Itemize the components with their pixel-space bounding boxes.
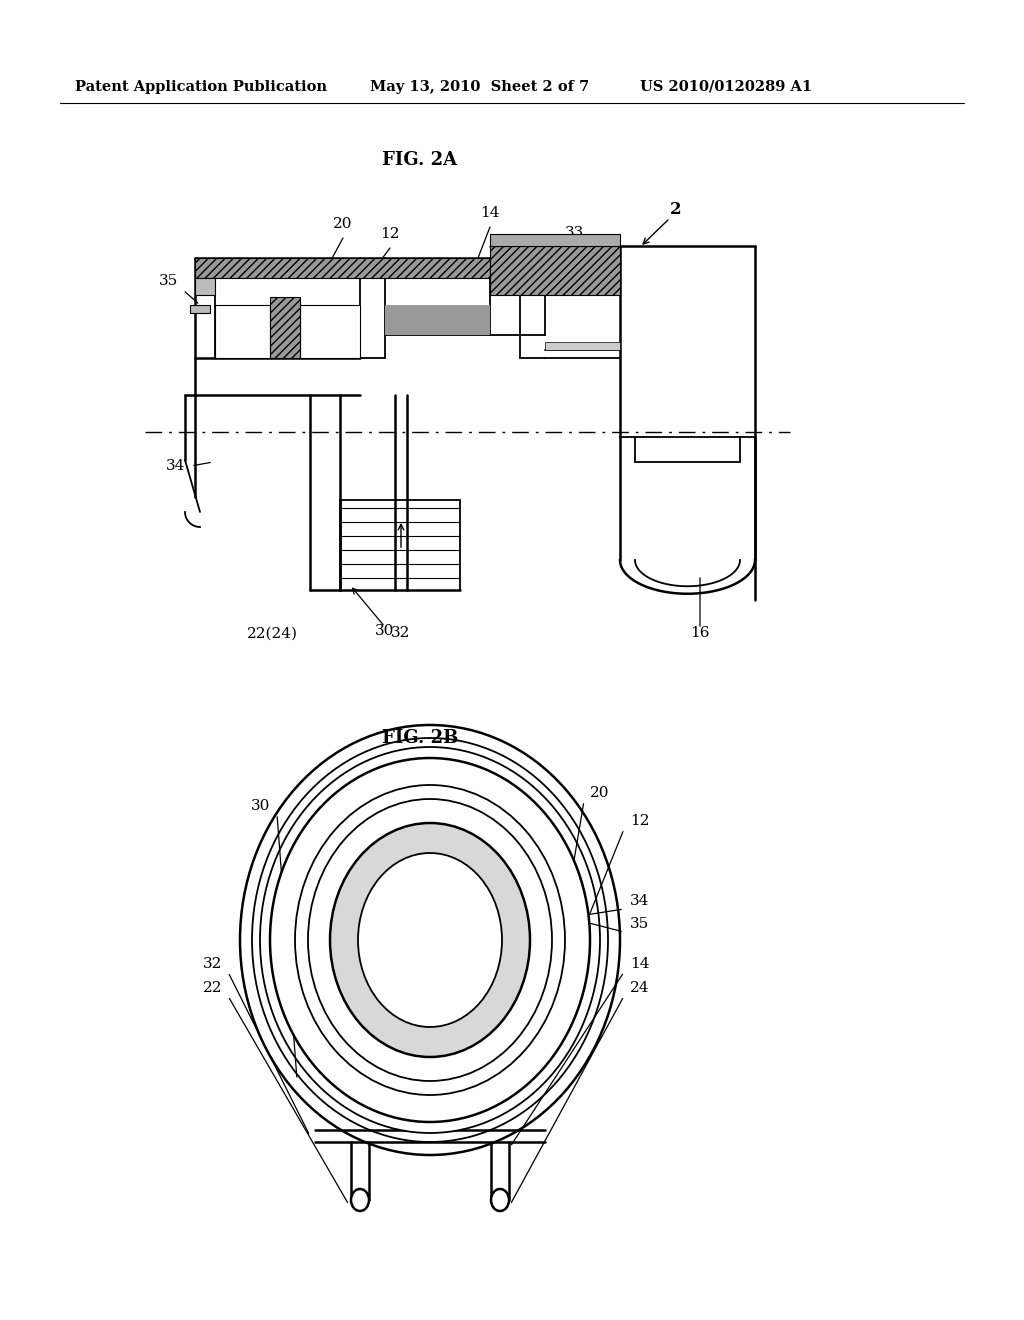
Ellipse shape bbox=[240, 725, 620, 1155]
Text: May 13, 2010  Sheet 2 of 7: May 13, 2010 Sheet 2 of 7 bbox=[370, 81, 589, 94]
Text: 22: 22 bbox=[203, 981, 222, 995]
Bar bbox=[190, 305, 210, 313]
Text: 30: 30 bbox=[251, 799, 270, 813]
Text: 35: 35 bbox=[159, 275, 178, 288]
Text: FIG. 2A: FIG. 2A bbox=[382, 150, 458, 169]
Text: 2: 2 bbox=[670, 202, 682, 219]
Bar bbox=[195, 279, 215, 294]
Text: 12: 12 bbox=[630, 814, 649, 828]
Text: 35: 35 bbox=[630, 917, 649, 931]
Text: FIG. 2B: FIG. 2B bbox=[382, 729, 458, 747]
Text: 32: 32 bbox=[203, 957, 222, 972]
Text: Patent Application Publication: Patent Application Publication bbox=[75, 81, 327, 94]
Ellipse shape bbox=[252, 738, 608, 1142]
Bar bbox=[215, 305, 270, 358]
Text: 20: 20 bbox=[590, 785, 609, 800]
Text: 20: 20 bbox=[333, 216, 352, 231]
Text: 34: 34 bbox=[166, 459, 185, 473]
Ellipse shape bbox=[358, 853, 502, 1027]
Ellipse shape bbox=[308, 799, 552, 1081]
Text: 12: 12 bbox=[380, 227, 399, 242]
Bar bbox=[300, 305, 360, 358]
Ellipse shape bbox=[330, 822, 530, 1057]
Text: 16: 16 bbox=[690, 626, 710, 640]
Bar bbox=[490, 234, 620, 246]
Text: 30: 30 bbox=[376, 624, 394, 638]
Text: 32: 32 bbox=[391, 626, 411, 640]
Bar bbox=[545, 342, 620, 350]
Ellipse shape bbox=[260, 747, 600, 1133]
Ellipse shape bbox=[295, 785, 565, 1096]
Bar bbox=[385, 305, 490, 335]
Text: 24: 24 bbox=[630, 981, 649, 995]
Bar bbox=[195, 257, 490, 279]
Text: 22(24): 22(24) bbox=[247, 627, 298, 642]
Bar bbox=[270, 297, 300, 358]
Bar bbox=[490, 246, 620, 294]
Text: US 2010/0120289 A1: US 2010/0120289 A1 bbox=[640, 81, 812, 94]
Text: 14: 14 bbox=[480, 206, 500, 220]
Ellipse shape bbox=[490, 1189, 509, 1210]
Text: 33: 33 bbox=[565, 226, 585, 240]
Text: 34: 34 bbox=[630, 894, 649, 908]
Ellipse shape bbox=[351, 1189, 369, 1210]
Ellipse shape bbox=[270, 758, 590, 1122]
Text: 14: 14 bbox=[630, 957, 649, 972]
